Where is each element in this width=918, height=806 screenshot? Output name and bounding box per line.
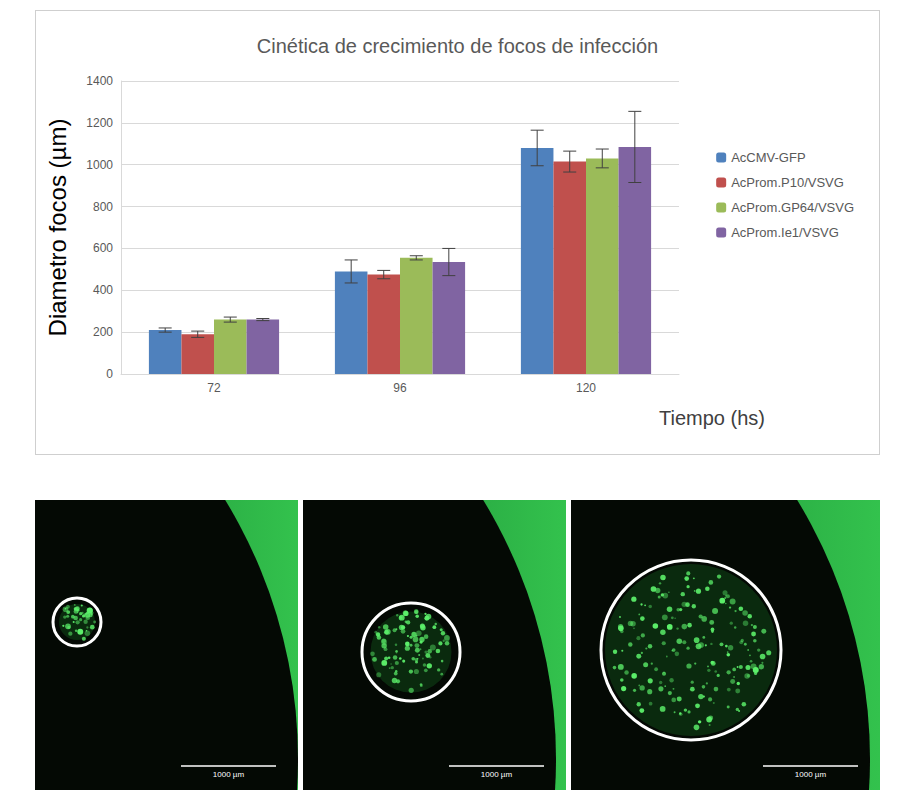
svg-text:Tiempo (hs): Tiempo (hs) [659,407,765,429]
svg-text:0: 0 [106,367,113,381]
svg-text:800: 800 [93,200,113,214]
svg-text:200: 200 [93,325,113,339]
svg-text:1000 µm: 1000 µm [213,770,245,779]
svg-text:1000 µm: 1000 µm [481,770,513,779]
svg-text:1200: 1200 [86,116,113,130]
svg-text:400: 400 [93,283,113,297]
svg-text:AcProm.Ie1/VSVG: AcProm.Ie1/VSVG [731,225,839,240]
svg-text:96: 96 [393,381,407,395]
svg-text:AcCMV-GFP: AcCMV-GFP [731,150,805,165]
svg-text:AcProm.P10/VSVG: AcProm.P10/VSVG [731,175,844,190]
svg-text:1000: 1000 [86,158,113,172]
svg-text:Cinética de crecimiento de foc: Cinética de crecimiento de focos de infe… [257,35,658,57]
svg-text:600: 600 [93,241,113,255]
svg-text:Diametro focos (µm): Diametro focos (µm) [44,119,71,337]
svg-text:120: 120 [576,381,596,395]
svg-text:AcProm.GP64/VSVG: AcProm.GP64/VSVG [731,200,854,215]
svg-text:1000 µm: 1000 µm [795,770,827,779]
svg-text:72: 72 [207,381,221,395]
svg-text:1400: 1400 [86,74,113,88]
